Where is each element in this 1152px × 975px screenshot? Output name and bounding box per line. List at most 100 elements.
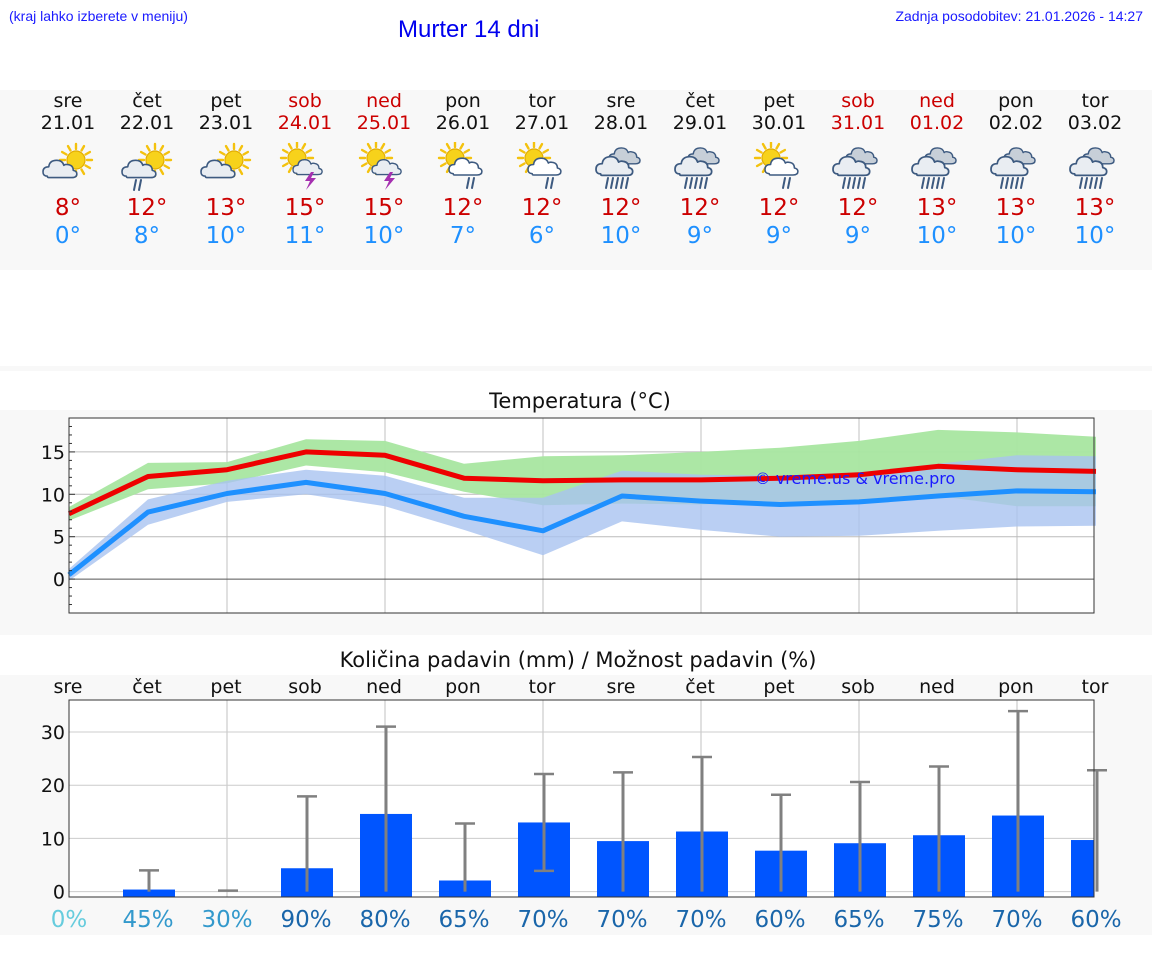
- temp-max: 12°: [126, 195, 168, 221]
- day-column: pon 02.02 13° 10°: [976, 90, 1056, 250]
- day-name: pet: [763, 90, 795, 112]
- precip-probability: 70%: [517, 907, 568, 933]
- day-column: sre 28.01 12° 10°: [581, 90, 661, 250]
- temp-max: 12°: [600, 195, 642, 221]
- precip-probability: 65%: [833, 907, 884, 933]
- temp-min: 10°: [1074, 223, 1116, 249]
- temp-max: 12°: [837, 195, 879, 221]
- day-date: 28.01: [593, 112, 649, 134]
- precip-category-label: sre: [54, 676, 83, 698]
- precip-category-label: sob: [288, 676, 322, 698]
- temp-min: 0°: [54, 223, 82, 249]
- day-name: pon: [998, 90, 1034, 112]
- precip-category-label: tor: [529, 676, 556, 698]
- precip-category-label: sob: [841, 676, 875, 698]
- temp-tick-label: 15: [41, 442, 65, 464]
- day-date: 01.02: [909, 112, 965, 134]
- day-date: 23.01: [198, 112, 254, 134]
- precip-probability: 65%: [438, 907, 489, 933]
- partly-cloudy-icon: [200, 142, 252, 179]
- temp-min: 10°: [363, 223, 405, 249]
- temp-min: 9°: [765, 223, 793, 249]
- temp-max: 15°: [363, 195, 405, 221]
- temp-chart-title: Temperatura (°C): [488, 389, 671, 413]
- day-date: 03.02: [1067, 112, 1123, 134]
- precip-bar: [123, 889, 175, 897]
- day-date: 02.02: [988, 112, 1044, 134]
- sun-thunderstorm-icon: [279, 142, 323, 190]
- temp-max: 13°: [205, 195, 247, 221]
- precip-probability: 90%: [280, 907, 331, 933]
- precip-category-label: pet: [210, 676, 241, 698]
- day-name: sob: [288, 90, 322, 112]
- precip-tick-label: 0: [53, 882, 65, 904]
- day-column: pet 30.01 12° 9°: [739, 90, 819, 250]
- watermark: © vreme.us & vreme.pro: [755, 469, 956, 488]
- day-date: 31.01: [830, 112, 886, 134]
- precip-category-label: pon: [445, 676, 481, 698]
- precip-tick-label: 30: [41, 722, 65, 744]
- partly-cloudy-icon: [42, 142, 94, 179]
- precip-probability: 0%: [51, 907, 88, 933]
- temp-max: 13°: [916, 195, 958, 221]
- precip-category-label: čet: [685, 676, 715, 698]
- temp-min: 6°: [528, 223, 556, 249]
- precip-probability: 45%: [122, 907, 173, 933]
- temp-max: 13°: [1074, 195, 1116, 221]
- heavy-rain-icon: [911, 147, 957, 189]
- temp-min: 9°: [686, 223, 714, 249]
- temp-min: 7°: [449, 223, 477, 249]
- day-column: čet 29.01 12° 9°: [660, 90, 740, 250]
- heavy-rain-icon: [990, 147, 1036, 189]
- precip-tick-label: 20: [41, 775, 65, 797]
- precip-category-label: čet: [132, 676, 162, 698]
- precip-category-label: ned: [919, 676, 955, 698]
- temp-tick-label: 10: [41, 484, 65, 506]
- day-date: 24.01: [277, 112, 333, 134]
- precip-category-label: sre: [607, 676, 636, 698]
- precip-probability: 70%: [991, 907, 1042, 933]
- sun-rain-icon: [516, 142, 562, 189]
- day-date: 21.01: [40, 112, 96, 134]
- day-column: sob 24.01 15° 11°: [265, 90, 345, 250]
- day-name: čet: [685, 90, 715, 112]
- precip-probability: 60%: [754, 907, 805, 933]
- precip-probability: 30%: [201, 907, 252, 933]
- sun-thunderstorm-icon: [358, 142, 402, 190]
- precip-category-label: tor: [1082, 676, 1109, 698]
- temp-min: 10°: [600, 223, 642, 249]
- precip-probabilities: 0% 45% 30% 90% 80% 65% 70% 70% 70% 60% 65% 75% 70% 60…: [51, 907, 1122, 933]
- temp-min: 10°: [916, 223, 958, 249]
- min-temp-line: [67, 479, 1097, 577]
- temp-y-axis: 0 5 10 15: [41, 417, 1095, 614]
- temp-min: 11°: [284, 223, 326, 249]
- day-name: ned: [366, 90, 402, 112]
- day-column: ned 01.02 13° 10°: [897, 90, 977, 250]
- day-date: 27.01: [514, 112, 570, 134]
- precip-category-label: pon: [998, 676, 1034, 698]
- partly-cloudy-rain-icon: [121, 142, 173, 191]
- day-column: sre 21.01 8° 0°: [28, 90, 108, 250]
- precip-probability: 60%: [1070, 907, 1121, 933]
- day-name: ned: [919, 90, 955, 112]
- temp-min: 10°: [995, 223, 1037, 249]
- heavy-rain-icon: [1069, 147, 1115, 189]
- day-date: 30.01: [751, 112, 807, 134]
- location-hint: (kraj lahko izberete v meniju): [9, 8, 188, 24]
- temp-min: 10°: [205, 223, 247, 249]
- precip-probability: 70%: [675, 907, 726, 933]
- temp-max: 12°: [679, 195, 721, 221]
- day-date: 26.01: [435, 112, 491, 134]
- temp-max: 15°: [284, 195, 326, 221]
- temp-tick-label: 0: [53, 569, 65, 591]
- day-date: 22.01: [119, 112, 175, 134]
- temp-max: 12°: [442, 195, 484, 221]
- temp-min: 9°: [844, 223, 872, 249]
- temp-tick-label: 5: [53, 527, 65, 549]
- day-name: pet: [210, 90, 242, 112]
- temp-min: 8°: [133, 223, 161, 249]
- precip-y-axis: 0 10 20 30: [41, 699, 1095, 904]
- day-column: tor 27.01 12° 6°: [502, 90, 582, 250]
- temp-max: 13°: [995, 195, 1037, 221]
